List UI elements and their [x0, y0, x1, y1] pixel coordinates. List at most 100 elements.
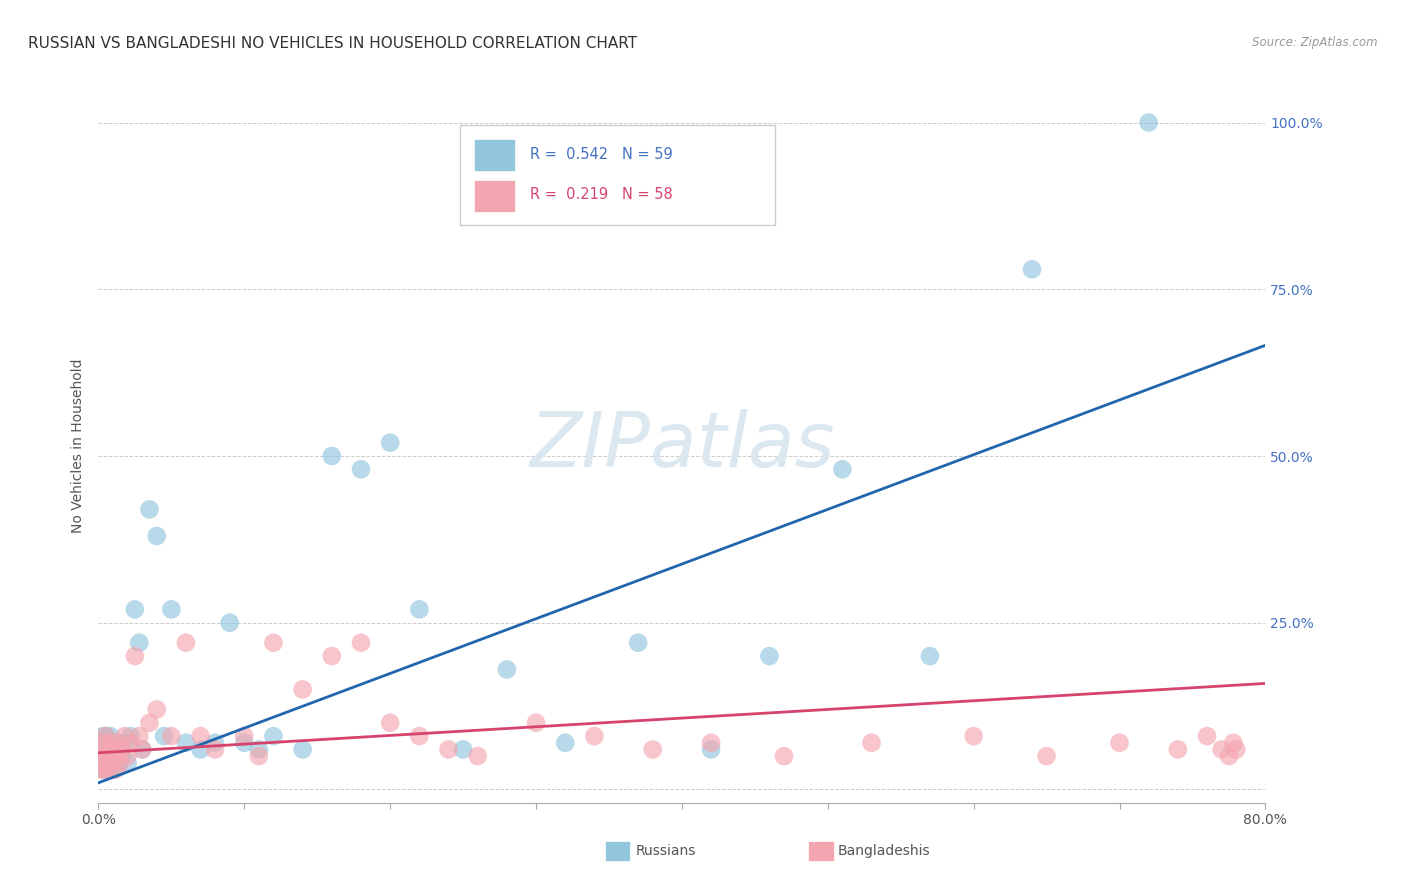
Point: [350, 636, 373, 650]
Point: [97, 742, 120, 756]
Point: [247, 749, 270, 764]
Point: [1137, 115, 1160, 129]
Point: [174, 736, 197, 750]
Text: R =  0.219   N = 58: R = 0.219 N = 58: [530, 187, 673, 202]
Point: [96, 756, 118, 770]
Point: [114, 736, 136, 750]
Point: [291, 742, 314, 756]
Point: [641, 742, 664, 756]
Point: [90, 763, 112, 777]
Point: [103, 742, 125, 756]
Point: [1021, 262, 1043, 277]
Point: [91, 729, 114, 743]
Point: [174, 636, 197, 650]
Text: Russians: Russians: [636, 844, 696, 858]
Point: [110, 756, 132, 770]
Point: [120, 736, 142, 750]
Point: [247, 742, 270, 756]
Point: [93, 763, 115, 777]
Point: [128, 636, 150, 650]
Point: [204, 742, 226, 756]
Point: [117, 749, 139, 764]
Point: [758, 649, 780, 664]
Point: [583, 729, 606, 743]
Point: [96, 742, 118, 756]
Point: [101, 742, 124, 756]
Point: [93, 736, 115, 750]
Text: Source: ZipAtlas.com: Source: ZipAtlas.com: [1253, 36, 1378, 49]
Point: [93, 756, 115, 770]
Point: [700, 736, 723, 750]
Point: [108, 749, 131, 764]
Point: [962, 729, 984, 743]
Text: ZIPatlas: ZIPatlas: [529, 409, 835, 483]
Point: [120, 729, 142, 743]
Point: [262, 636, 284, 650]
Text: R =  0.542   N = 59: R = 0.542 N = 59: [530, 147, 673, 162]
Point: [1108, 736, 1130, 750]
Point: [90, 756, 112, 770]
Point: [1222, 736, 1244, 750]
Point: [146, 529, 169, 543]
Point: [131, 742, 153, 756]
Point: [773, 749, 796, 764]
Point: [101, 763, 124, 777]
Point: [94, 749, 117, 764]
Point: [131, 742, 153, 756]
Point: [190, 742, 212, 756]
FancyBboxPatch shape: [474, 180, 515, 212]
Point: [104, 749, 127, 764]
Point: [94, 763, 117, 777]
Point: [153, 729, 176, 743]
Point: [100, 756, 122, 770]
Point: [233, 729, 256, 743]
Point: [700, 742, 723, 756]
Point: [114, 729, 136, 743]
Point: [380, 715, 402, 730]
Point: [408, 602, 430, 616]
Point: [94, 729, 117, 743]
Point: [204, 736, 226, 750]
Point: [94, 729, 117, 743]
Point: [91, 763, 114, 777]
FancyBboxPatch shape: [460, 125, 775, 225]
Point: [467, 749, 489, 764]
Point: [1211, 742, 1233, 756]
Point: [124, 649, 146, 664]
Text: RUSSIAN VS BANGLADESHI NO VEHICLES IN HOUSEHOLD CORRELATION CHART: RUSSIAN VS BANGLADESHI NO VEHICLES IN HO…: [28, 36, 637, 51]
Point: [262, 729, 284, 743]
Point: [100, 756, 122, 770]
Point: [408, 729, 430, 743]
Point: [233, 736, 256, 750]
Text: Bangladeshis: Bangladeshis: [838, 844, 931, 858]
Point: [98, 736, 121, 750]
Point: [218, 615, 240, 630]
Point: [860, 736, 883, 750]
Point: [350, 462, 373, 476]
Point: [321, 649, 343, 664]
Point: [104, 763, 127, 777]
FancyBboxPatch shape: [474, 139, 515, 171]
Point: [97, 763, 120, 777]
Point: [90, 749, 112, 764]
Point: [291, 682, 314, 697]
Point: [101, 749, 124, 764]
Point: [97, 763, 120, 777]
Point: [1225, 742, 1247, 756]
Y-axis label: No Vehicles in Household: No Vehicles in Household: [70, 359, 84, 533]
Point: [97, 749, 120, 764]
Point: [103, 749, 125, 764]
Point: [831, 462, 853, 476]
Point: [321, 449, 343, 463]
Point: [96, 756, 118, 770]
Point: [138, 502, 160, 516]
Point: [98, 749, 121, 764]
Point: [128, 729, 150, 743]
Point: [160, 729, 183, 743]
Point: [105, 736, 128, 750]
Point: [124, 602, 146, 616]
Point: [91, 742, 114, 756]
Point: [160, 602, 183, 616]
Point: [1218, 749, 1240, 764]
Point: [524, 715, 547, 730]
